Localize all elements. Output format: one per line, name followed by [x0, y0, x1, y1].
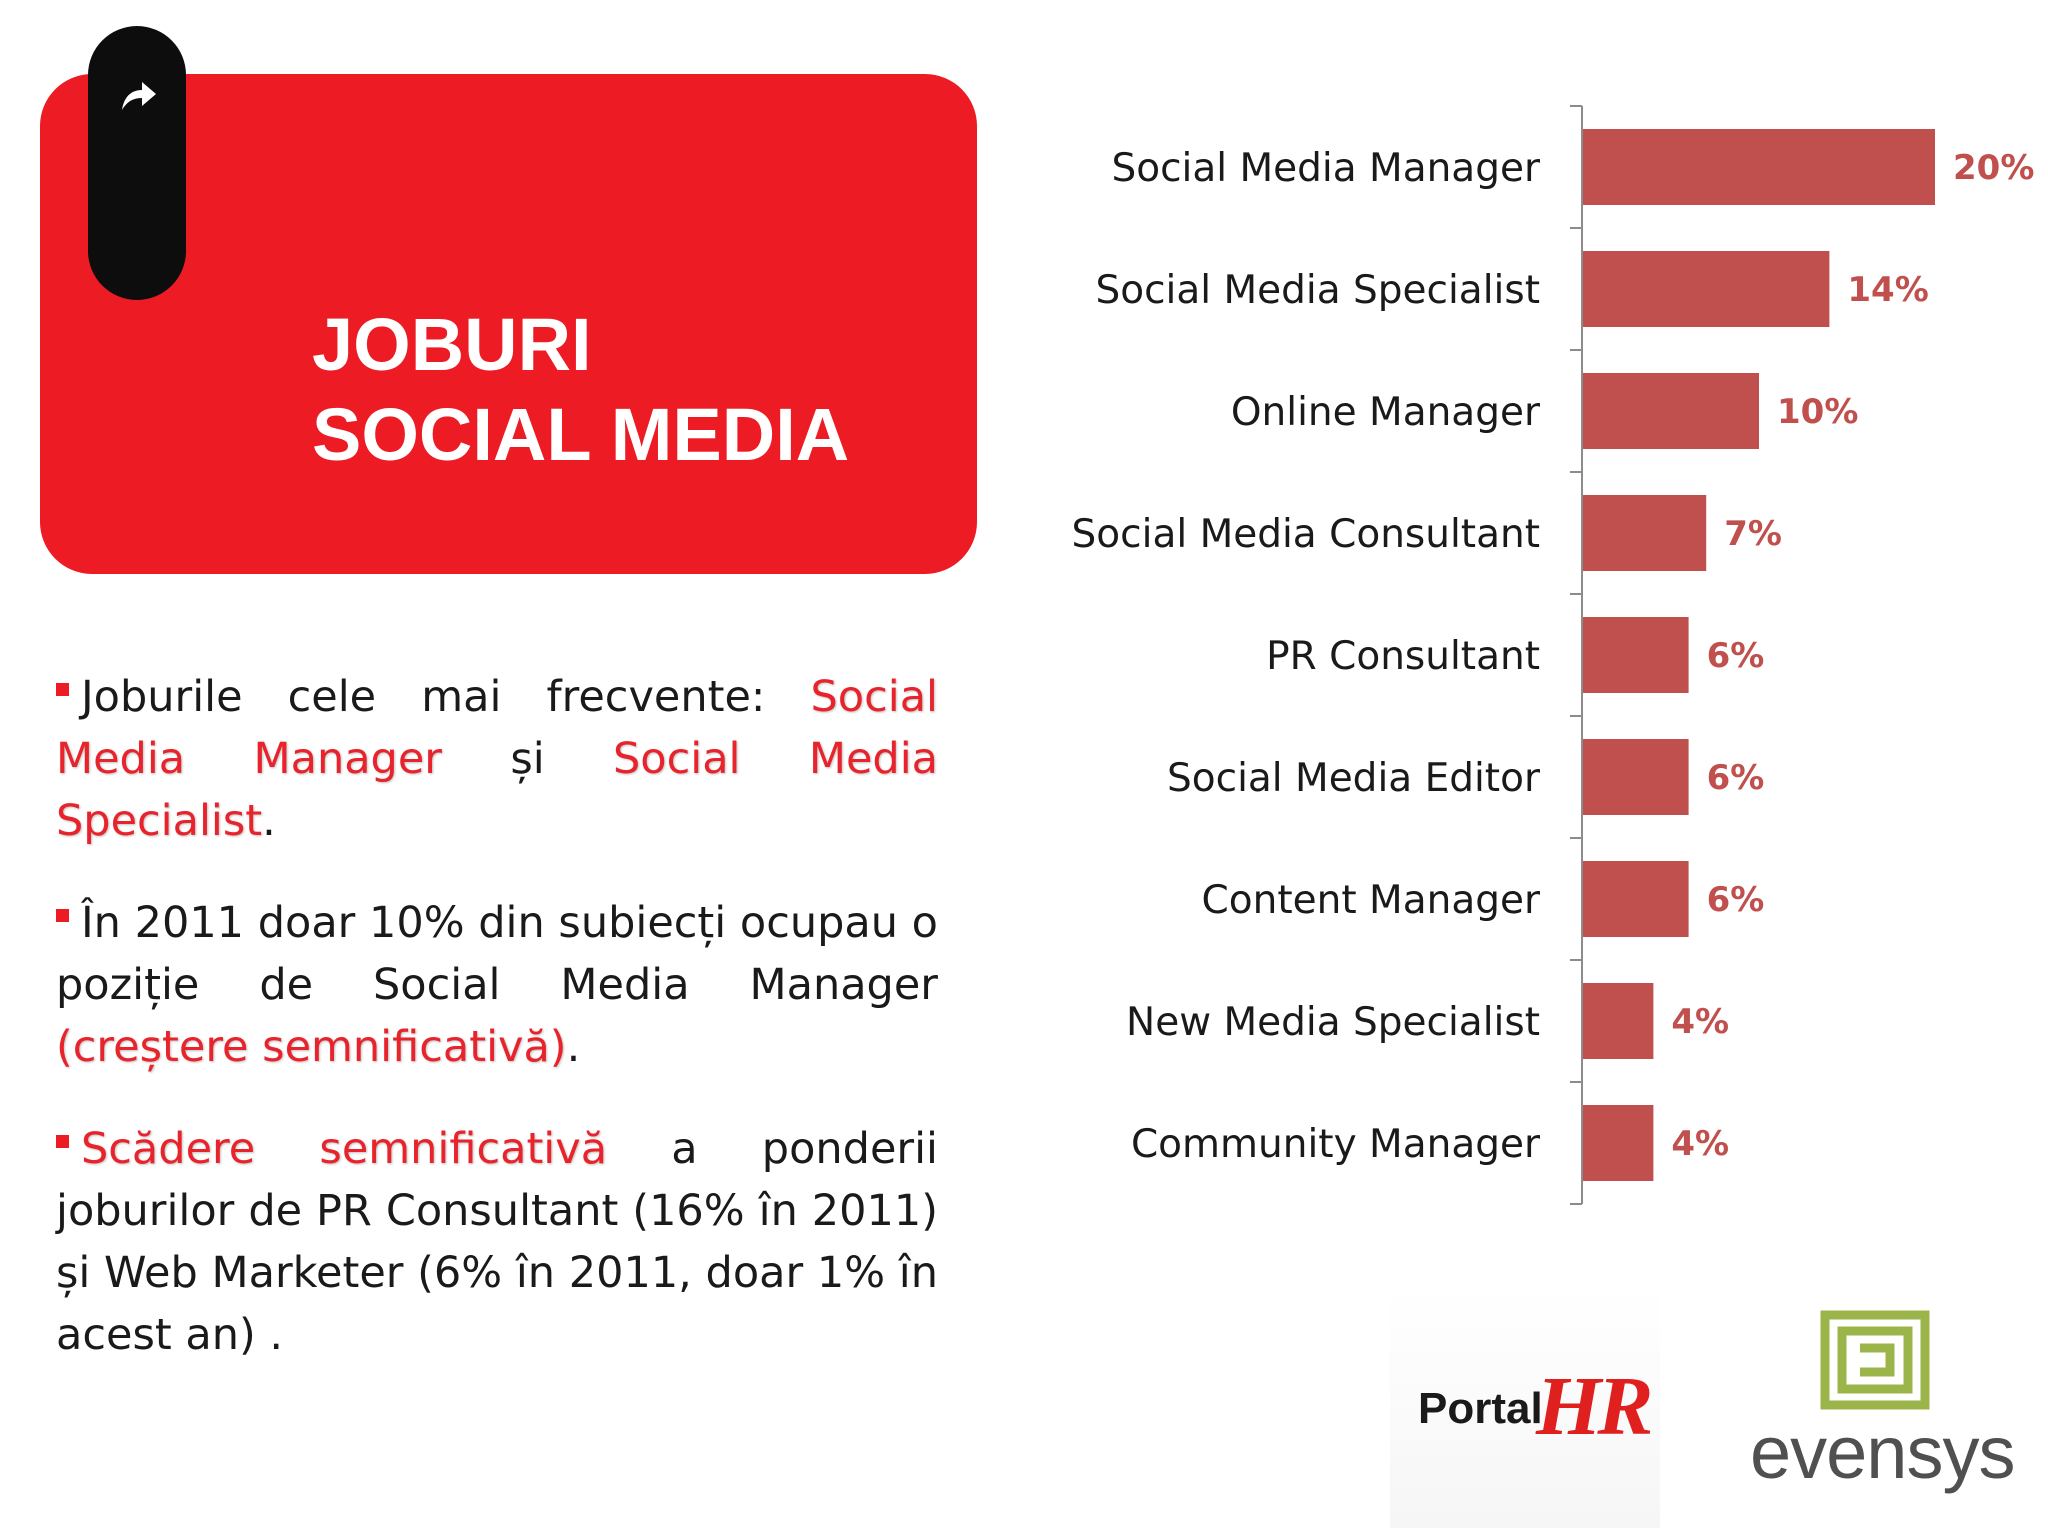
data-label: 10% [1777, 392, 1858, 432]
bullet-text: a ponderii joburilor de PR Consultant (1… [56, 1124, 938, 1360]
evensys-logo: evensys [1740, 1310, 2015, 1500]
portal-logo-hr: HR [1536, 1360, 1653, 1453]
bar [1583, 373, 1759, 449]
bullet-text: În 2011 doar 10% din subiecți ocupau o p… [56, 898, 938, 1010]
bullet-square-icon [56, 909, 69, 922]
title-tab [88, 26, 186, 300]
bullet-item: În 2011 doar 10% din subiecți ocupau o p… [56, 892, 938, 1078]
bullet-text: și [441, 734, 614, 784]
title-box: JOBURI SOCIAL MEDIA [40, 74, 977, 574]
bullet-list: Joburile cele mai frecvente: Social Medi… [56, 666, 938, 1406]
category-label: PR Consultant [1266, 634, 1540, 679]
bar-chart: Social Media Manager 20% Social Media Spec… [1072, 105, 2034, 1205]
data-label: 7% [1724, 514, 1782, 554]
data-label: 6% [1707, 880, 1765, 920]
category-label: Community Manager [1131, 1122, 1541, 1167]
bullet-item: Scădere semnificativă a ponderii joburil… [56, 1118, 938, 1366]
data-label: 4% [1671, 1124, 1729, 1164]
highlighted-text: Scădere semnificativă [81, 1124, 608, 1174]
title-line-2: SOCIAL MEDIA [312, 393, 850, 476]
highlighted-text: (creștere semnificativă) [56, 1022, 567, 1072]
category-label: Social Media Editor [1167, 756, 1541, 801]
data-label: 6% [1707, 636, 1765, 676]
share-arrow-icon [122, 82, 156, 110]
bar [1583, 251, 1830, 327]
title-line-1: JOBURI [312, 303, 592, 386]
page-title: JOBURI SOCIAL MEDIA [312, 300, 849, 480]
evensys-mark-icon [1820, 1310, 1930, 1410]
highlighted-text: Social Media Specialist [56, 734, 938, 846]
bar [1583, 129, 1935, 205]
bullet-square-icon [56, 1135, 69, 1148]
bullet-text: Joburile cele mai frecvente: [81, 672, 811, 722]
bullet-text: . [262, 796, 276, 846]
category-label: Social Media Manager [1111, 146, 1540, 191]
bar [1583, 617, 1689, 693]
bullet-text: . [566, 1022, 581, 1072]
portal-hr-logo: Portal HR [1390, 1288, 1660, 1528]
bar [1583, 739, 1689, 815]
category-label: Content Manager [1202, 878, 1541, 923]
bar [1583, 983, 1654, 1059]
portal-logo-word: Portal [1418, 1384, 1543, 1433]
bar [1583, 495, 1707, 571]
data-label: 14% [1847, 270, 1928, 310]
bullet-item: Joburile cele mai frecvente: Social Medi… [56, 666, 938, 852]
category-label: Online Manager [1231, 390, 1541, 435]
bar [1583, 1105, 1654, 1181]
category-label: New Media Specialist [1126, 1000, 1540, 1045]
bullet-square-icon [56, 683, 69, 696]
data-label: 20% [1953, 148, 2034, 188]
category-label: Social Media Consultant [1072, 512, 1540, 557]
data-label: 4% [1671, 1002, 1729, 1042]
data-label: 6% [1707, 758, 1765, 798]
category-label: Social Media Specialist [1095, 268, 1540, 313]
evensys-logo-word: evensys [1750, 1411, 2015, 1494]
bar [1583, 861, 1689, 937]
highlighted-text: Social Media Manager [56, 672, 938, 784]
